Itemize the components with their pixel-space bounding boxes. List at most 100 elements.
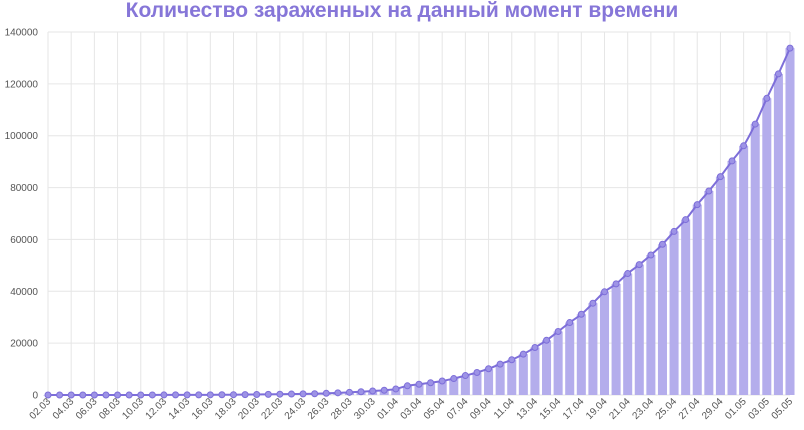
data-point [357,388,365,396]
x-tick-label: 17.04 [561,396,587,422]
x-tick-label: 03.04 [399,396,425,422]
bar [692,204,702,395]
x-tick-label: 27.04 [677,396,703,422]
x-tick-label: 19.04 [584,396,610,422]
x-tick-label: 10.03 [120,396,146,422]
bar [704,191,714,395]
data-point [647,251,655,259]
bar [414,384,424,395]
x-tick-label: 09.04 [468,396,494,422]
x-tick-label: 16.03 [190,396,216,422]
x-tick-label: 23.04 [631,396,657,422]
data-point [751,120,759,128]
y-tick-label: 80000 [10,183,38,194]
data-point [485,365,493,373]
data-point [160,391,168,399]
data-point [554,328,562,336]
data-point [473,369,481,377]
data-point [705,187,713,195]
x-tick-label: 01.05 [723,396,749,422]
bar [402,385,412,395]
chart-title: Количество зараженных на данный момент в… [125,0,679,22]
bar [634,264,644,395]
bar [518,354,528,395]
data-point [774,70,782,78]
data-point [786,44,794,52]
data-point [183,391,191,399]
bar [750,124,760,395]
data-point [612,280,620,288]
data-point [438,377,446,385]
bar [507,359,517,395]
bar [472,372,482,395]
data-point [670,227,678,235]
y-tick-label: 140000 [5,28,39,39]
bar [669,231,679,395]
data-point [392,385,400,393]
x-tick-label: 18.03 [213,396,239,422]
y-tick-label: 40000 [10,287,38,298]
bar [437,381,447,395]
x-tick-label: 20.03 [236,396,262,422]
bar [530,347,540,395]
y-tick-label: 120000 [5,79,39,90]
y-tick-label: 100000 [5,131,39,142]
x-tick-label: 22.03 [260,396,286,422]
data-point [601,288,608,296]
data-point [137,391,145,399]
bar [623,273,633,395]
data-point [172,391,180,399]
data-point [79,391,87,399]
bar [657,244,667,395]
x-tick-label: 05.05 [770,396,796,422]
data-point [90,391,98,399]
data-point [241,391,249,399]
data-point [450,375,458,383]
data-point [716,173,724,181]
data-point [508,356,516,364]
bar [739,145,749,395]
x-tick-label: 15.04 [538,396,564,422]
bar [484,368,494,395]
data-point [461,372,469,380]
x-tick-label: 01.04 [375,396,401,422]
data-point [195,391,203,399]
bar [449,378,459,395]
x-tick-label: 05.04 [422,396,448,422]
bar [646,254,656,395]
data-point [102,391,110,399]
data-point [763,94,771,102]
data-point [635,261,643,269]
data-point [287,390,295,398]
data-point [693,201,701,209]
bar [542,340,552,395]
x-tick-label: 07.04 [445,396,471,422]
bar [681,219,691,395]
data-point [543,336,551,344]
x-tick-label: 04.03 [51,396,77,422]
bar [426,382,436,395]
bar [715,176,725,395]
data-point [218,391,226,399]
data-point [566,319,574,327]
data-point [206,391,214,399]
bar [785,48,795,396]
data-point [531,343,539,351]
data-point [415,380,423,388]
bar [727,160,737,395]
bar [588,303,598,395]
data-point [334,389,342,397]
data-point [740,142,748,150]
data-point [299,390,307,398]
x-tick-label: 30.03 [352,396,378,422]
bar [773,73,783,395]
data-point [44,391,52,399]
data-point [276,390,284,398]
data-point [125,391,133,399]
x-tick-label: 26.03 [306,396,332,422]
bar [762,98,772,396]
x-tick-label: 06.03 [74,396,100,422]
x-tick-label: 29.04 [700,396,726,422]
data-point [230,391,237,399]
x-tick-label: 24.03 [283,396,309,422]
